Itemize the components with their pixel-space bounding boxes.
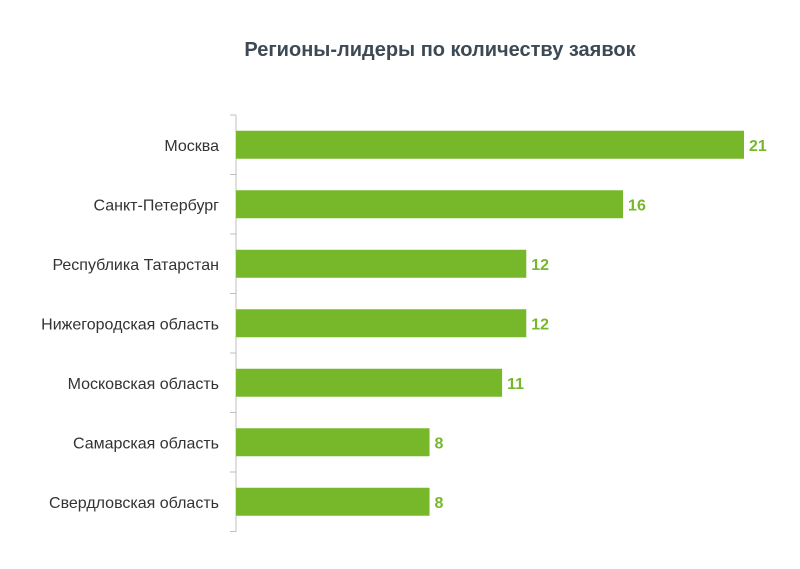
category-label: Москва: [164, 138, 219, 155]
category-label: Санкт-Петербург: [94, 197, 220, 214]
bar: [236, 428, 430, 457]
category-label: Республика Татарстан: [52, 257, 219, 274]
bar: [236, 309, 527, 338]
category-label: Свердловская область: [49, 495, 219, 512]
bar: [236, 190, 624, 219]
value-label: 8: [435, 435, 444, 452]
value-label: 12: [531, 316, 549, 333]
category-label: Самарская область: [73, 435, 219, 452]
bar: [236, 130, 744, 159]
category-labels-group: Москва Санкт-Петербург Республика Татарста…: [41, 138, 219, 512]
value-label: 16: [628, 197, 646, 214]
chart-title: Регионы-лидеры по количеству заявок: [244, 39, 636, 61]
bar: [236, 487, 430, 516]
value-label: 11: [507, 376, 524, 393]
value-label: 21: [749, 138, 767, 155]
bars-group: [236, 130, 744, 516]
bar: [236, 249, 527, 278]
value-label: 8: [435, 495, 444, 512]
value-labels-group: 21 16 12 12 11 8 8: [435, 138, 767, 512]
bar: [236, 368, 503, 397]
category-label: Московская область: [68, 376, 219, 393]
y-axis: [230, 114, 237, 532]
category-label: Нижегородская область: [41, 316, 219, 333]
value-label: 12: [531, 257, 549, 274]
